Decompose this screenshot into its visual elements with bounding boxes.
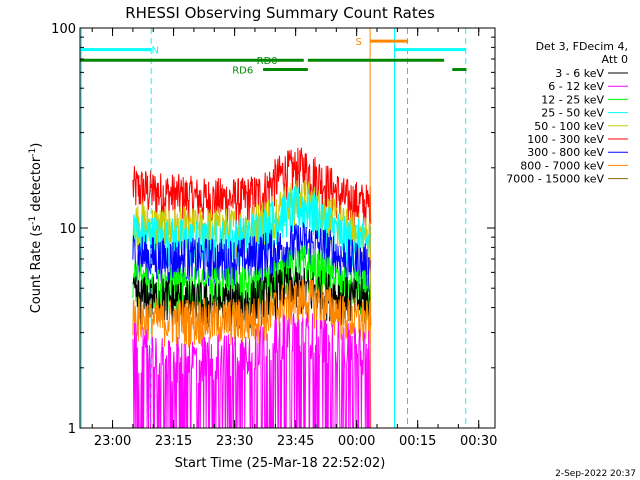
series-line xyxy=(132,147,372,232)
y-label-superscript: -1 xyxy=(28,148,38,157)
x-tick-label: 23:45 xyxy=(277,434,314,449)
x-tick-label: 23:30 xyxy=(216,434,253,449)
legend-entry-label: 6 - 12 keV xyxy=(548,80,604,93)
x-tick-label: 00:30 xyxy=(460,434,497,449)
y-label-superscript: -1 xyxy=(28,216,38,225)
y-tick-label: 1 xyxy=(68,422,76,437)
legend-entry-label: 100 - 300 keV xyxy=(527,133,604,146)
y-tick-label: 10 xyxy=(59,222,76,237)
y-label-part: ) xyxy=(29,143,44,148)
state-bar-label: N xyxy=(152,46,159,57)
y-label-part: detector xyxy=(29,156,44,216)
y-tick-label: 100 xyxy=(51,22,76,37)
x-tick-label: 23:15 xyxy=(155,434,192,449)
series-line xyxy=(132,221,372,292)
y-axis-label: Count Rate (s-1 detector-1) xyxy=(28,143,44,314)
legend-entry-label: 25 - 50 keV xyxy=(541,107,604,120)
legend-entry-label: 12 - 25 keV xyxy=(541,93,604,106)
series-800-7000-kev xyxy=(132,278,372,348)
legend-entry-label: 300 - 800 keV xyxy=(527,146,604,159)
legend-entry-label: 800 - 7000 keV xyxy=(520,159,604,172)
series-25-50-kev xyxy=(132,185,372,268)
annotation-layer: N S RD0 RD6 xyxy=(80,28,467,428)
series-line xyxy=(132,185,372,268)
chart-title: RHESSI Observing Summary Count Rates xyxy=(125,4,435,22)
legend-header: Det 3, FDecim 4, xyxy=(536,40,628,53)
x-axis-label: Start Time (25-Mar-18 22:52:02) xyxy=(175,456,386,471)
legend-entry-label: 50 - 100 keV xyxy=(534,120,604,133)
legend-header: Att 0 xyxy=(602,53,628,66)
axes-layer: 1 10 100 23:00 23:15 23:30 23:45 00:00 00:15 00:3… xyxy=(51,22,497,449)
series-300-800-kev xyxy=(132,221,372,292)
footer-date: 2-Sep-2022 20:37 xyxy=(555,469,636,479)
x-tick-label: 23:00 xyxy=(94,434,131,449)
legend-entry-label: 3 - 6 keV xyxy=(555,67,604,80)
series-100-300-kev xyxy=(132,147,372,232)
series-layer xyxy=(132,147,372,429)
series-line xyxy=(132,278,372,348)
legend-entry-label: 7000 - 15000 keV xyxy=(506,173,604,186)
x-tick-label: 00:15 xyxy=(399,434,436,449)
y-label-part: Count Rate (s xyxy=(29,225,44,314)
x-tick-label: 00:00 xyxy=(338,434,375,449)
state-bar-label: RD0 xyxy=(257,56,278,67)
state-bar-label: S xyxy=(356,37,362,48)
state-bar-label: RD6 xyxy=(232,66,253,77)
